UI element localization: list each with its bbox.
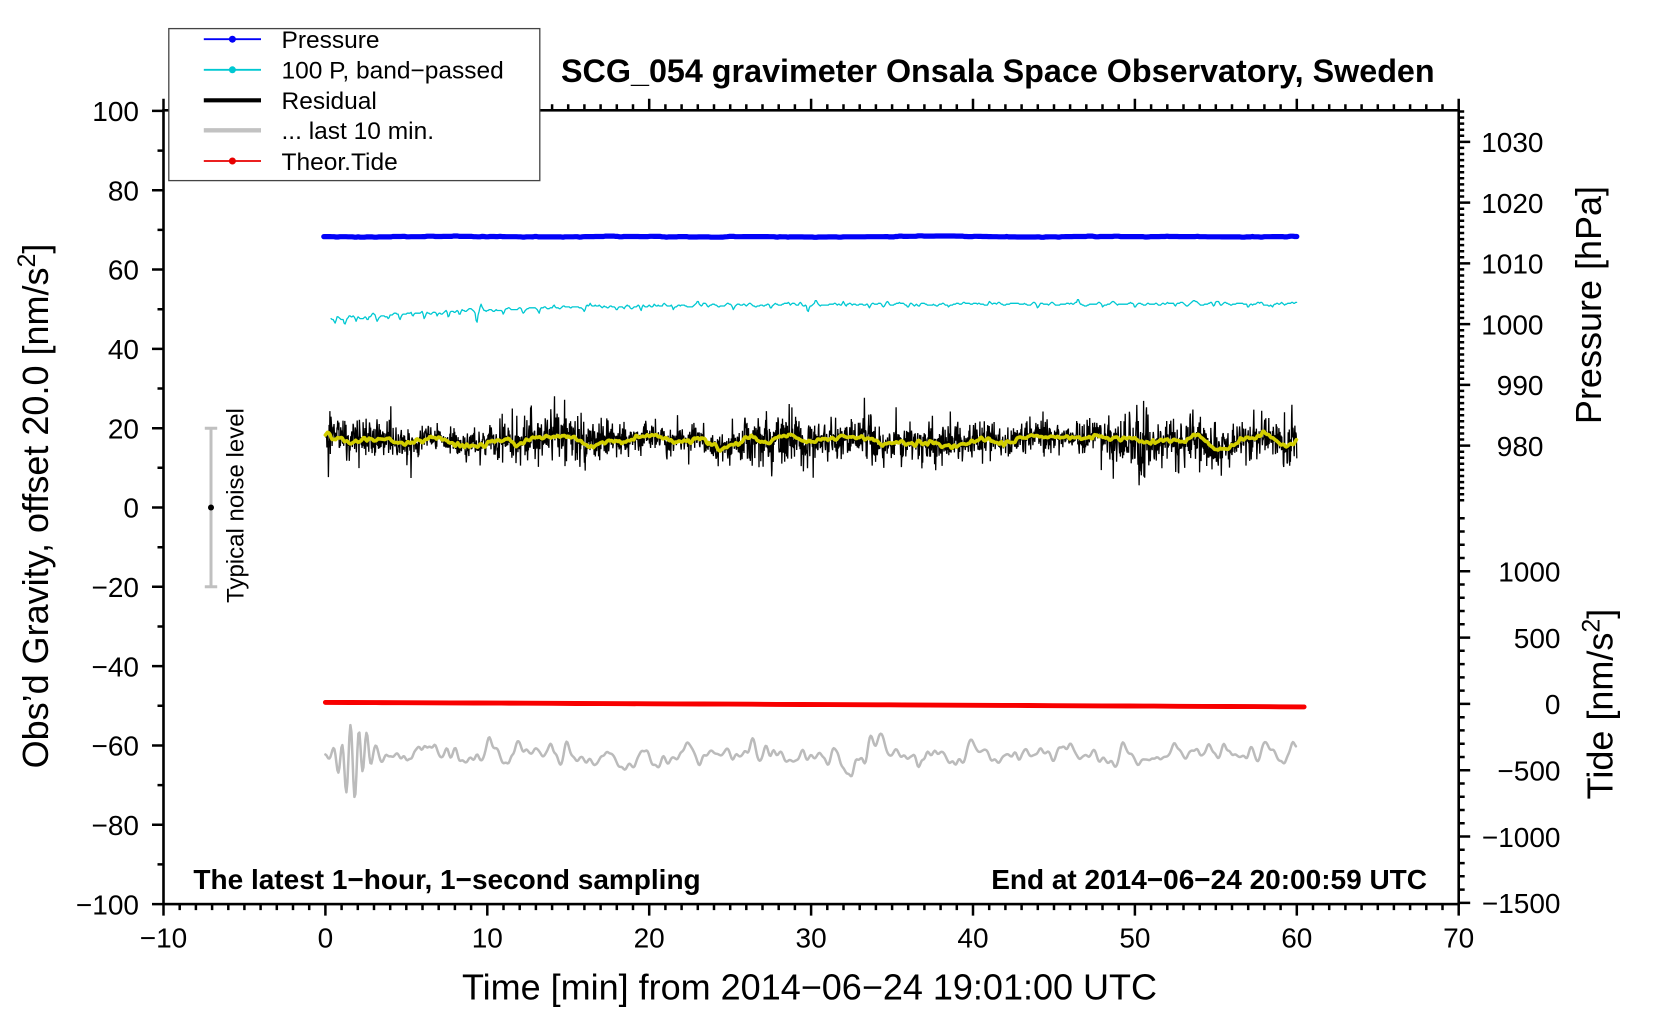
- svg-text:50: 50: [1119, 923, 1150, 954]
- svg-text:Tide [nm/s2]: Tide [nm/s2]: [1578, 609, 1621, 800]
- svg-text:1000: 1000: [1481, 309, 1543, 340]
- svg-text:−80: −80: [92, 810, 140, 841]
- svg-text:0: 0: [1545, 689, 1561, 720]
- svg-text:20: 20: [108, 413, 139, 444]
- svg-text:1010: 1010: [1481, 249, 1543, 280]
- svg-text:980: 980: [1497, 431, 1544, 462]
- svg-text:500: 500: [1514, 623, 1561, 654]
- svg-text:10: 10: [472, 923, 503, 954]
- svg-text:−1500: −1500: [1482, 888, 1561, 919]
- svg-text:Pressure [hPa]: Pressure [hPa]: [1568, 186, 1609, 424]
- svg-text:40: 40: [108, 334, 139, 365]
- svg-text:Typical noise level: Typical noise level: [223, 408, 250, 603]
- svg-text:Time [min] from 2014−06−24 19:: Time [min] from 2014−06−24 19:01:00 UTC: [462, 967, 1157, 1008]
- svg-text:1030: 1030: [1481, 127, 1543, 158]
- svg-text:−500: −500: [1497, 755, 1560, 786]
- svg-text:80: 80: [108, 175, 139, 206]
- svg-text:−1000: −1000: [1482, 822, 1561, 853]
- svg-text:1020: 1020: [1481, 188, 1543, 219]
- svg-text:The latest 1−hour, 1−second sa: The latest 1−hour, 1−second sampling: [193, 864, 700, 895]
- svg-text:30: 30: [796, 923, 827, 954]
- svg-text:0: 0: [123, 493, 139, 524]
- svg-text:990: 990: [1497, 370, 1544, 401]
- svg-text:Theor.Tide: Theor.Tide: [282, 149, 398, 176]
- svg-text:20: 20: [634, 923, 665, 954]
- svg-text:−10: −10: [140, 923, 188, 954]
- svg-text:−40: −40: [92, 651, 140, 682]
- svg-text:1000: 1000: [1498, 557, 1560, 588]
- svg-text:100: 100: [92, 96, 139, 127]
- svg-text:SCG_054 gravimeter Onsala Spac: SCG_054 gravimeter Onsala Space Observat…: [561, 53, 1435, 89]
- svg-text:Obs’d Gravity, offset 20.0 [nm: Obs’d Gravity, offset 20.0 [nm/s2]: [13, 244, 56, 769]
- svg-text:Pressure: Pressure: [282, 27, 380, 54]
- svg-text:End at 2014−06−24 20:00:59 UTC: End at 2014−06−24 20:00:59 UTC: [991, 864, 1427, 895]
- svg-text:0: 0: [318, 923, 334, 954]
- svg-text:Residual: Residual: [282, 88, 377, 115]
- svg-text:70: 70: [1443, 923, 1474, 954]
- svg-text:60: 60: [1281, 923, 1312, 954]
- svg-text:... last 10 min.: ... last 10 min.: [282, 118, 435, 145]
- svg-text:−100: −100: [76, 889, 139, 920]
- svg-text:40: 40: [957, 923, 988, 954]
- svg-text:60: 60: [108, 255, 139, 286]
- svg-text:−60: −60: [92, 731, 140, 762]
- svg-text:100 P, band−passed: 100 P, band−passed: [282, 58, 504, 85]
- svg-text:−20: −20: [92, 572, 140, 603]
